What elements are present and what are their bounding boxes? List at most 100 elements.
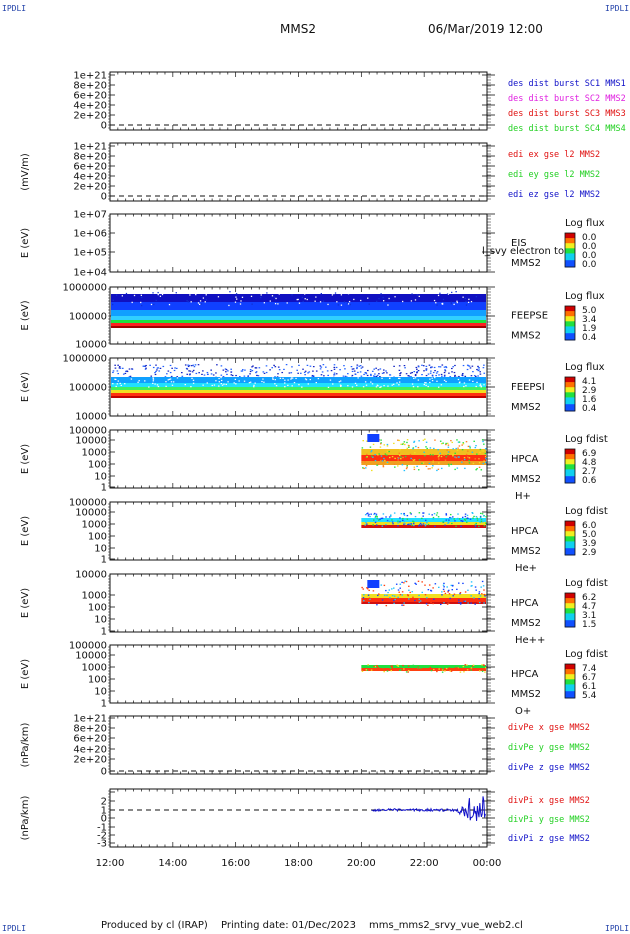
spectrogram-pixel xyxy=(454,468,456,471)
spectrogram-pixel xyxy=(367,297,369,299)
spectrogram-pixel xyxy=(417,386,419,388)
spectrogram-pixel xyxy=(453,518,455,520)
spacecraft-label: MMS2 xyxy=(511,546,541,557)
colorbar-segment xyxy=(565,524,575,527)
spectrogram-pixel xyxy=(466,669,469,671)
spectrogram-pixel xyxy=(390,669,393,672)
spectrogram-pixel xyxy=(169,371,172,374)
y-tick-label: -1 xyxy=(97,823,107,834)
spectrogram-pixel xyxy=(360,299,362,302)
legend-label: des dist burst SC3 MMS3 xyxy=(508,109,626,119)
spectrogram-pixel xyxy=(312,366,315,368)
spectrogram-pixel xyxy=(165,385,167,387)
spectrogram-pixel xyxy=(417,667,420,669)
spectrogram-pixel xyxy=(290,377,293,379)
spectrogram-pixel xyxy=(175,292,177,294)
spectrogram-pixel xyxy=(222,369,225,371)
spectrogram-pixel xyxy=(186,300,188,302)
spectrogram-pixel xyxy=(470,300,473,303)
spectrogram-pixel xyxy=(145,367,147,369)
spectrogram-pixel xyxy=(435,302,437,304)
spectrogram-pixel xyxy=(428,513,430,515)
spectrogram-pixel xyxy=(456,449,459,452)
spectrogram-pixel xyxy=(174,367,176,369)
spectrogram-pixel xyxy=(467,445,470,448)
spectrogram-pixel xyxy=(118,367,121,369)
spectrogram-pixel xyxy=(478,591,481,593)
colorbar-segment xyxy=(565,246,575,249)
spectrogram-pixel xyxy=(471,665,474,667)
colorbar-segment xyxy=(565,250,575,253)
spectrogram-pixel xyxy=(363,467,365,470)
spectrogram-pixel xyxy=(260,296,262,299)
spectrogram-pixel xyxy=(374,459,377,462)
spectrogram-pixel xyxy=(412,664,415,666)
y-tick-label: 100000 xyxy=(69,498,107,509)
spectrogram-pixel xyxy=(285,364,288,366)
spectrogram-pixel xyxy=(477,601,479,603)
spectrogram-pixel xyxy=(240,370,243,372)
spectrogram-pixel xyxy=(409,512,412,514)
spectrogram-pixel xyxy=(412,386,415,388)
spectrogram-pixel xyxy=(470,595,472,597)
colorbar-segment xyxy=(565,311,575,314)
spectrogram-pixel xyxy=(444,670,446,672)
spectrogram-pixel xyxy=(347,293,350,295)
spectrogram-pixel xyxy=(381,460,384,462)
spectrogram-pixel xyxy=(128,376,131,378)
spectrogram-pixel xyxy=(457,447,459,449)
spectrogram-pixel xyxy=(424,525,427,527)
spectrogram-pixel xyxy=(425,603,428,605)
spectrogram-pixel xyxy=(224,368,227,370)
spectrogram-pixel xyxy=(376,515,378,518)
spectrogram-pixel xyxy=(445,513,448,515)
spectrogram-pixel xyxy=(336,301,338,303)
panel-frame xyxy=(109,71,488,131)
spectrogram-pixel xyxy=(368,303,370,305)
spectrogram-pixel xyxy=(378,453,380,455)
spectrogram-pixel xyxy=(481,580,484,583)
spectrogram-pixel xyxy=(427,373,430,375)
spectrogram-pixel xyxy=(439,452,441,455)
spectrogram-pixel xyxy=(418,459,421,461)
colorbar-frame xyxy=(564,448,576,484)
spectrogram-pixel xyxy=(483,460,485,462)
y-tick-label: 4e+20 xyxy=(73,172,107,183)
spectrogram-pixel xyxy=(432,465,434,467)
spectrogram-pixel xyxy=(468,460,471,463)
spectrogram-pixel xyxy=(255,367,258,369)
spectrogram-pixel xyxy=(300,372,302,374)
spectrogram-pixel xyxy=(167,379,169,381)
spectrogram-pixel xyxy=(381,525,384,527)
y-axis-label: E (eV) xyxy=(20,300,31,330)
spectrogram-pixel xyxy=(378,297,380,300)
spectrogram-pixel xyxy=(391,519,393,521)
spectrogram-pixel xyxy=(413,468,416,471)
colorbar-segment xyxy=(565,553,575,556)
spectrogram-pixel xyxy=(271,367,274,369)
spectrogram-pixel xyxy=(311,374,314,377)
spectrogram-pixel xyxy=(131,301,133,304)
spectrogram-pixel xyxy=(397,459,399,461)
spectrogram-pixel xyxy=(314,300,316,302)
spectrogram-pixel xyxy=(447,446,450,448)
spectrogram-pixel xyxy=(432,454,434,456)
spectrogram-pixel xyxy=(450,584,453,587)
spectrogram-pixel xyxy=(181,375,184,377)
spectrogram-pixel xyxy=(451,371,453,373)
spectrogram-pixel xyxy=(362,386,365,388)
spectrogram-pixel xyxy=(475,515,478,518)
spectrogram-pixel xyxy=(391,594,394,597)
spectrogram-pixel xyxy=(425,374,428,377)
spectrogram-pixel xyxy=(445,366,448,369)
spectrogram-pixel xyxy=(190,365,193,367)
spectrogram-pixel xyxy=(479,373,482,375)
spectrogram-pixel xyxy=(481,450,483,452)
spectrogram-pixel xyxy=(184,364,187,366)
colorbar-tick-label: 2.7 xyxy=(582,467,596,477)
spectrogram-pixel xyxy=(343,301,346,303)
spectrogram-pixel xyxy=(444,369,446,371)
spectrogram-pixel xyxy=(429,468,431,470)
spectrogram-pixel xyxy=(474,586,477,588)
spectrogram-pixel xyxy=(188,370,190,372)
